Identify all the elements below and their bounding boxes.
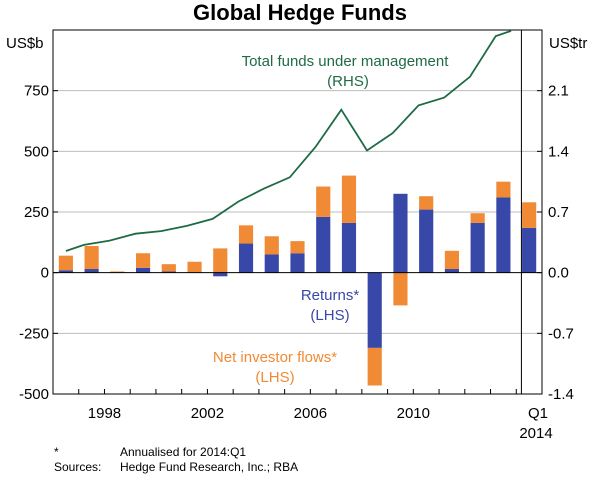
bar-net-investor-flows bbox=[110, 271, 125, 273]
bar-net-investor-flows bbox=[290, 241, 305, 254]
bar-net-investor-flows bbox=[419, 196, 434, 210]
bar-returns bbox=[161, 271, 176, 273]
right-tick-label: 2.1 bbox=[548, 83, 569, 100]
bar-net-investor-flows bbox=[316, 186, 331, 217]
bar-net-investor-flows bbox=[470, 213, 485, 223]
bar-returns bbox=[84, 269, 99, 273]
bar-net-investor-flows bbox=[264, 236, 279, 255]
right-tick-label: 0.7 bbox=[548, 204, 569, 221]
returns-label-axis: (LHS) bbox=[310, 307, 349, 324]
right-tick-label: -1.4 bbox=[548, 386, 574, 403]
bar-net-investor-flows bbox=[367, 347, 382, 386]
bar-series bbox=[58, 175, 537, 386]
bar-returns bbox=[367, 272, 382, 348]
bar-net-investor-flows bbox=[496, 181, 511, 198]
x-tick-label: 1998 bbox=[88, 405, 121, 422]
right-axis-unit: US$tr bbox=[549, 35, 587, 52]
flows-label-axis: (LHS) bbox=[255, 369, 294, 386]
bar-net-investor-flows bbox=[161, 264, 176, 272]
left-axis-unit: US$b bbox=[6, 35, 44, 52]
line-label-name: Total funds under management bbox=[242, 53, 450, 70]
total-funds-line bbox=[65, 30, 512, 252]
right-axis-ticks: -1.4 -0.7 0.0 0.7 1.4 2.1 bbox=[537, 83, 574, 403]
x-tick-label-2014: 2014 bbox=[519, 425, 552, 442]
bar-returns bbox=[238, 243, 254, 273]
bar-net-investor-flows bbox=[444, 250, 459, 270]
footnote-marker: * bbox=[54, 445, 59, 459]
right-tick-label: 1.4 bbox=[548, 143, 569, 160]
bar-net-investor-flows bbox=[136, 253, 151, 268]
bar-returns bbox=[522, 227, 537, 273]
bar-returns bbox=[496, 197, 511, 273]
bar-net-investor-flows bbox=[341, 175, 357, 223]
bar-returns bbox=[393, 193, 408, 273]
left-tick-label: 0 bbox=[41, 265, 49, 282]
bar-net-investor-flows bbox=[238, 225, 254, 244]
flows-label-name: Net investor flows* bbox=[213, 349, 337, 366]
footnote-text: Annualised for 2014:Q1 bbox=[120, 445, 246, 459]
bar-returns bbox=[264, 254, 279, 273]
left-axis-ticks: -500 -250 0 250 500 750 bbox=[19, 83, 58, 403]
bar-net-investor-flows bbox=[58, 255, 73, 271]
bar-net-investor-flows bbox=[84, 245, 99, 270]
sources-text: Hedge Fund Research, Inc.; RBA bbox=[120, 460, 298, 474]
x-tick-label: 2002 bbox=[191, 405, 224, 422]
x-tick-label: 2006 bbox=[294, 405, 327, 422]
bar-net-investor-flows bbox=[213, 248, 228, 273]
left-tick-label: -500 bbox=[19, 386, 49, 403]
x-tick-label-q1: Q1 bbox=[528, 405, 548, 422]
sources-label: Sources: bbox=[54, 460, 101, 474]
returns-label-name: Returns* bbox=[301, 287, 360, 304]
right-tick-label: 0.0 bbox=[548, 265, 569, 282]
bar-returns bbox=[136, 267, 151, 273]
bar-net-investor-flows bbox=[522, 202, 537, 228]
x-axis-ticks: 1998 2002 2006 2010 Q1 2014 bbox=[78, 389, 553, 442]
x-tick-label: 2010 bbox=[397, 405, 430, 422]
left-tick-label: 750 bbox=[24, 83, 49, 100]
left-tick-label: 250 bbox=[24, 204, 49, 221]
chart-title: Global Hedge Funds bbox=[193, 0, 407, 25]
bar-returns bbox=[290, 253, 305, 273]
line-series bbox=[65, 30, 512, 252]
bar-returns bbox=[58, 270, 73, 273]
bar-returns bbox=[316, 216, 331, 273]
bar-returns bbox=[341, 222, 357, 273]
right-tick-label: -0.7 bbox=[548, 325, 574, 342]
bar-net-investor-flows bbox=[187, 261, 202, 273]
bar-returns bbox=[444, 269, 459, 273]
bar-net-investor-flows bbox=[393, 272, 408, 306]
bar-returns bbox=[419, 209, 434, 273]
bar-returns bbox=[213, 272, 228, 277]
left-tick-label: -250 bbox=[19, 325, 49, 342]
line-label-axis: (RHS) bbox=[327, 73, 369, 90]
left-tick-label: 500 bbox=[24, 143, 49, 160]
bar-returns bbox=[470, 222, 485, 273]
